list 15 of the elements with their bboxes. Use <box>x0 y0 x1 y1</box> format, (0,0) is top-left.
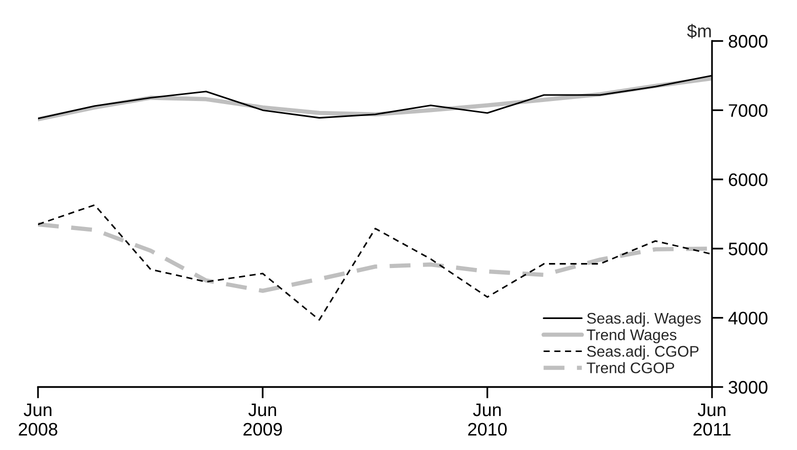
y-tick-label: 3000 <box>728 380 768 394</box>
y-tick-label: 8000 <box>728 34 768 48</box>
legend-label: Trend Wages <box>586 328 676 344</box>
y-tick-label: 5000 <box>728 242 768 256</box>
y-axis-title: $m <box>687 24 711 39</box>
x-tick-label: Jun 2010 <box>468 404 507 436</box>
y-tick-label: 7000 <box>728 104 768 117</box>
legend-label: Trend CGOP <box>586 362 674 374</box>
y-tick-label: 6000 <box>728 173 768 186</box>
x-tick-label: Jun 2011 <box>693 404 731 436</box>
x-tick-label: Jun 2008 <box>18 404 58 436</box>
x-tick-label: Jun 2009 <box>243 404 282 436</box>
legend-label: Seas.adj. Wages <box>587 312 701 327</box>
y-tick-label: 4000 <box>728 312 768 325</box>
legend-label: Seas.adj. CGOP <box>587 346 699 360</box>
